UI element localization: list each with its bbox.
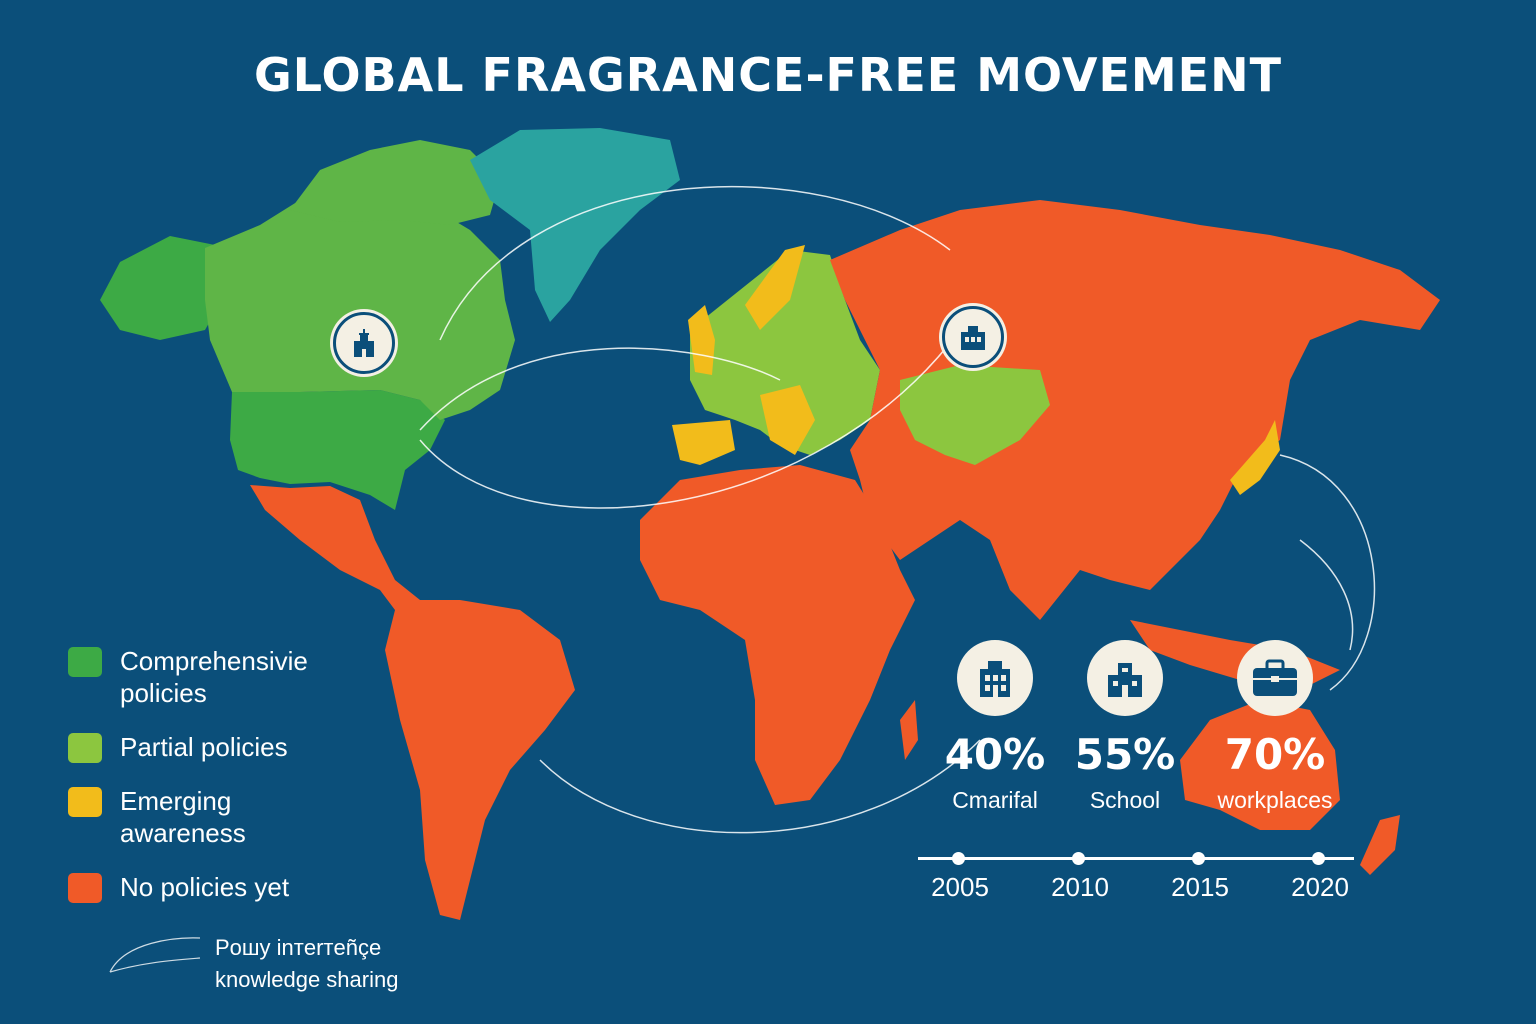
timeline-year: 2010 (1051, 872, 1109, 902)
briefcase-icon (1253, 659, 1297, 696)
map-pin-hospital[interactable] (333, 312, 395, 374)
legend-swatch (68, 873, 102, 903)
stat-value: 40% (944, 730, 1046, 779)
stat-value: 70% (1224, 730, 1326, 779)
flow-legend-text: Poшy inтerтeñçe knowledge sharing (215, 932, 475, 996)
legend-swatch (68, 733, 102, 763)
map-pin-building[interactable] (942, 306, 1004, 368)
region-uk (688, 305, 715, 375)
region-italy-balkans (760, 385, 815, 455)
building-icon (961, 326, 985, 350)
region-usa (230, 390, 445, 510)
legend-label: Partial policies (120, 732, 288, 762)
flow-arc-2 (419, 347, 781, 431)
flow-legend-line2: knowledge sharing (215, 967, 399, 992)
stat-icon-circle (957, 640, 1033, 716)
legend-item-comprehensive: Comprehensivie policies (68, 645, 350, 709)
legend-label: No policies yet (120, 872, 290, 902)
stat-icon-circle (1237, 640, 1313, 716)
region-japan (1230, 420, 1280, 495)
stat-value: 55% (1074, 730, 1176, 779)
region-europe-emerging (672, 420, 735, 465)
timeline-axis (918, 857, 1354, 860)
region-alaska (100, 236, 222, 340)
stat-school: 55% School (1050, 640, 1200, 814)
flow-arc-6 (1299, 539, 1354, 651)
legend-label: Emerging awareness (120, 786, 246, 848)
region-canada (205, 190, 515, 420)
region-australia (1180, 700, 1340, 830)
region-madagascar (900, 700, 918, 760)
hospital-icon (354, 329, 374, 357)
flow-arc-3 (419, 329, 961, 509)
region-new-zealand (1360, 815, 1400, 875)
legend-item-partial: Partial policies (68, 731, 350, 763)
legend-swatch (68, 787, 102, 817)
region-greenland (470, 128, 680, 322)
stat-label: Cmarifal (952, 787, 1038, 813)
stat-label: workplaces (1217, 787, 1333, 813)
stat-label: School (1089, 787, 1161, 813)
timeline-dot (1072, 852, 1085, 865)
stat-workplaces: 70% workplaces (1200, 640, 1350, 814)
flow-arc-5 (1279, 454, 1376, 691)
arc-line-icon (109, 937, 201, 973)
region-scandinavia (745, 245, 805, 330)
legend-item-emerging: Emerging awareness (68, 785, 350, 849)
region-central-asia (900, 365, 1050, 465)
timeline-year: 2015 (1171, 872, 1229, 902)
timeline-year: 2020 (1291, 872, 1349, 902)
flow-arc-1 (439, 185, 951, 341)
timeline-year: 2005 (931, 872, 989, 902)
region-russia-asia (830, 200, 1440, 620)
flow-arc-4 (539, 739, 981, 834)
legend-label: Comprehensivie policies (120, 646, 308, 708)
legend-swatch (68, 647, 102, 677)
region-europe (690, 250, 880, 455)
flow-legend-line1: Poшy inтerтeñçe (215, 935, 382, 960)
flow-legend: Poшy inтerтeñçe knowledge sharing (105, 932, 398, 992)
stat-healthcare: 40% Cmarifal (920, 640, 1070, 814)
timeline-dot (952, 852, 965, 865)
map-legend: Comprehensivie policies Partial policies… (68, 645, 350, 925)
office-building-icon (980, 661, 1010, 697)
timeline-dot (1312, 852, 1325, 865)
region-canada-islands (290, 140, 500, 225)
school-icon (1108, 663, 1142, 697)
region-latin-america (250, 485, 575, 920)
region-africa (640, 465, 915, 805)
timeline: 2005 2010 2015 2020 (918, 848, 1354, 908)
timeline-dot (1192, 852, 1205, 865)
legend-item-none: No policies yet (68, 871, 350, 903)
stat-icon-circle (1087, 640, 1163, 716)
page-title: GLOBAL FRAGRANCE-FREE MOVEMENT (254, 48, 1282, 102)
